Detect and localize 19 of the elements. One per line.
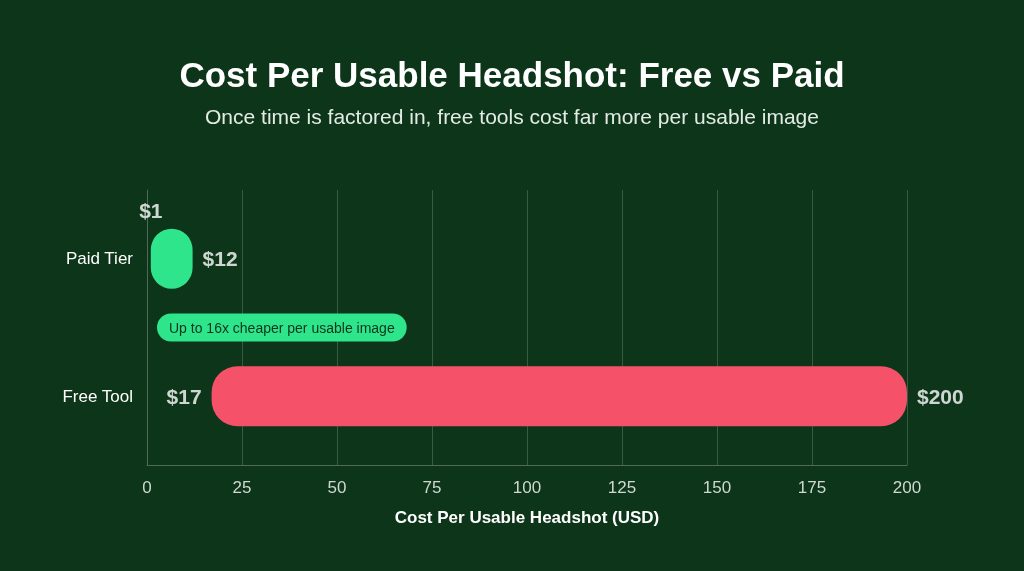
x-tick-label: 75 (422, 478, 442, 497)
x-tick-label: 150 (702, 478, 732, 497)
annotation: $12 (202, 247, 238, 271)
chart-title: Cost Per Usable Headshot: Free vs Paid (179, 55, 845, 94)
x-tick-label: 0 (142, 478, 152, 497)
x-tick-label: 25 (232, 478, 252, 497)
x-tick-label: 200 (892, 478, 922, 497)
y-tick-label: Free Tool (62, 386, 133, 406)
annotation: $1 (139, 198, 163, 222)
x-axis-title: Cost Per Usable Headshot (USD) (394, 508, 660, 527)
y-tick-label: Paid Tier (65, 249, 134, 269)
annotation: Up to 16x cheaper per usable image (169, 319, 395, 336)
annotation: $200 (917, 384, 964, 408)
chart-subtitle: Once time is factored in, free tools cost far more per usable image (205, 105, 819, 128)
x-tick-label: 175 (797, 478, 827, 497)
x-tick-label: 125 (607, 478, 637, 497)
x-tick-label: 100 (512, 478, 542, 497)
x-tick-label: 50 (327, 478, 347, 497)
annotation: $17 (166, 384, 202, 408)
